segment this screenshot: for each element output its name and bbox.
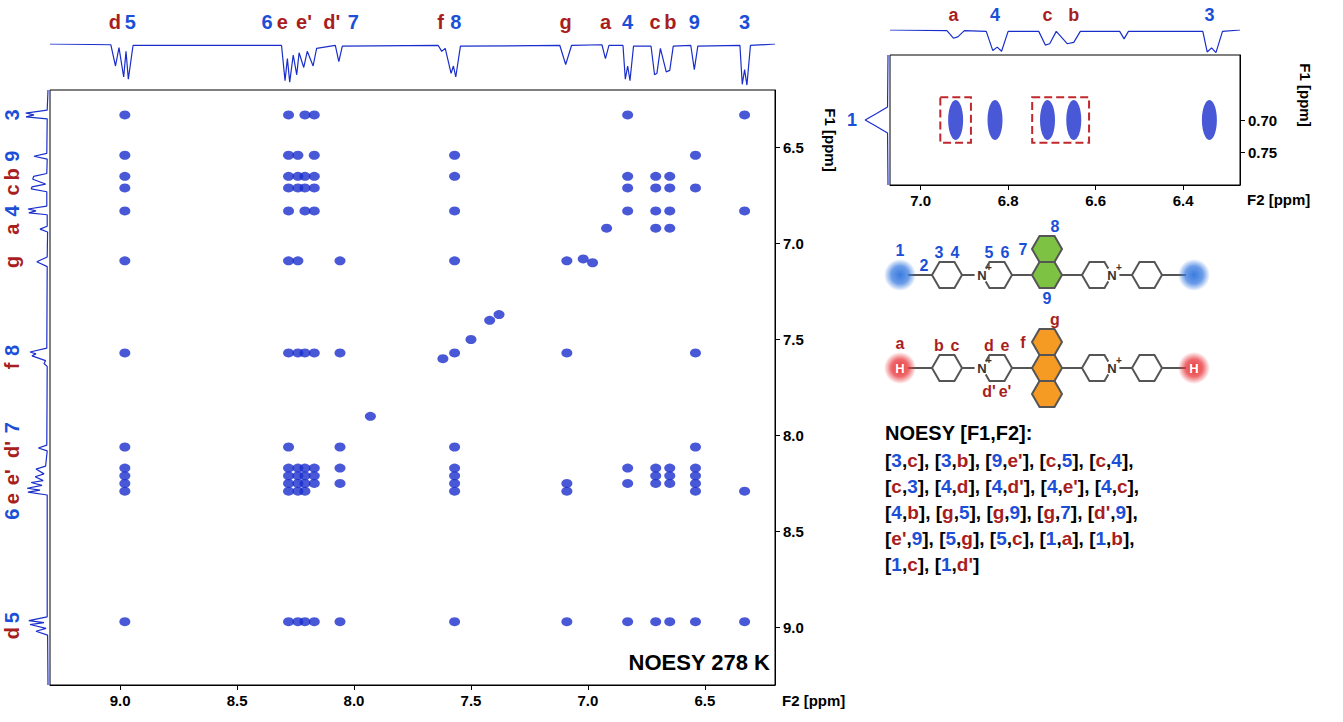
svg-text:a: a — [948, 5, 959, 25]
svg-text:9: 9 — [1043, 290, 1052, 307]
svg-text:c: c — [1042, 5, 1052, 25]
svg-text:8: 8 — [1051, 218, 1060, 235]
svg-text:8.0: 8.0 — [783, 427, 804, 444]
svg-text:7.0: 7.0 — [910, 192, 931, 209]
svg-text:4: 4 — [1, 204, 23, 216]
svg-text:g: g — [1, 256, 23, 268]
svg-text:g: g — [1050, 311, 1060, 328]
svg-text:e': e' — [296, 11, 312, 33]
svg-text:NOESY [F1,F2]:: NOESY [F1,F2]: — [885, 422, 1032, 444]
svg-text:8.5: 8.5 — [783, 523, 804, 540]
svg-text:6.6: 6.6 — [1085, 192, 1106, 209]
svg-text:d: d — [1, 627, 23, 639]
svg-text:e: e — [1001, 337, 1010, 354]
svg-text:c: c — [649, 11, 660, 33]
svg-text:1: 1 — [896, 242, 905, 259]
svg-text:e': e' — [1, 469, 23, 485]
svg-text:[4,b], [g,5], [g,9], [g,7], [d: [4,b], [g,5], [g,9], [g,7], [d',9], — [885, 502, 1138, 523]
svg-text:5: 5 — [1, 612, 23, 623]
svg-text:9.0: 9.0 — [783, 619, 804, 636]
svg-text:6.5: 6.5 — [783, 139, 804, 156]
svg-text:+: + — [1116, 355, 1122, 366]
svg-text:6.8: 6.8 — [998, 192, 1019, 209]
svg-text:[3,c], [3,b], [9,e'], [c,5], [: [3,c], [3,b], [9,e'], [c,5], [c,4], — [885, 450, 1134, 471]
svg-text:8.0: 8.0 — [344, 692, 365, 709]
svg-text:a: a — [1, 223, 23, 235]
svg-text:F2 [ppm]: F2 [ppm] — [1247, 191, 1310, 208]
svg-text:4: 4 — [622, 11, 634, 33]
svg-text:7: 7 — [1019, 241, 1028, 258]
svg-text:b: b — [934, 337, 944, 354]
svg-text:H: H — [1189, 361, 1198, 376]
svg-text:2: 2 — [920, 257, 929, 274]
svg-text:N: N — [1107, 361, 1116, 376]
svg-text:7.5: 7.5 — [461, 692, 482, 709]
svg-text:4: 4 — [990, 5, 1000, 25]
svg-text:9: 9 — [1, 151, 23, 162]
svg-text:e: e — [1, 493, 23, 504]
svg-text:f: f — [1, 362, 23, 369]
svg-text:H: H — [895, 361, 904, 376]
svg-text:[e',9], [5,g], [5,c], [1,a], [: [e',9], [5,g], [5,c], [1,a], [1,b], — [885, 528, 1135, 549]
svg-text:8: 8 — [450, 11, 461, 33]
svg-text:+: + — [986, 262, 992, 273]
svg-text:5: 5 — [985, 244, 994, 261]
svg-text:c: c — [1, 184, 23, 195]
svg-text:N: N — [977, 361, 986, 376]
svg-text:e: e — [277, 11, 288, 33]
svg-text:d': d' — [323, 11, 340, 33]
svg-text:7: 7 — [348, 11, 359, 33]
svg-text:5: 5 — [125, 11, 136, 33]
svg-text:c: c — [951, 337, 960, 354]
svg-text:F2 [ppm]: F2 [ppm] — [782, 692, 845, 709]
svg-text:g: g — [560, 11, 572, 33]
svg-text:b: b — [1068, 5, 1079, 25]
svg-text:4: 4 — [951, 244, 960, 261]
svg-text:7.0: 7.0 — [783, 235, 804, 252]
svg-text:0.75: 0.75 — [1248, 144, 1277, 161]
svg-text:9: 9 — [689, 11, 700, 33]
svg-text:b: b — [1, 168, 23, 180]
svg-text:3: 3 — [739, 11, 750, 33]
svg-text:N: N — [977, 268, 986, 283]
svg-text:+: + — [1116, 262, 1122, 273]
svg-text:8: 8 — [1, 345, 23, 356]
svg-text:3: 3 — [935, 244, 944, 261]
svg-text:7: 7 — [1, 422, 23, 433]
svg-text:d: d — [109, 11, 121, 33]
svg-text:f: f — [437, 11, 444, 33]
svg-text:f: f — [1020, 334, 1026, 351]
svg-text:3: 3 — [1204, 5, 1214, 25]
svg-text:6.5: 6.5 — [694, 692, 715, 709]
svg-text:F1 [ppm]: F1 [ppm] — [822, 108, 839, 171]
svg-text:6.4: 6.4 — [1173, 192, 1195, 209]
svg-text:a: a — [600, 11, 612, 33]
svg-text:d: d — [984, 337, 994, 354]
svg-text:F1 [ppm]: F1 [ppm] — [1297, 63, 1314, 126]
svg-text:0.70: 0.70 — [1248, 112, 1277, 129]
svg-text:6: 6 — [1, 509, 23, 520]
svg-text:e': e' — [999, 383, 1012, 400]
svg-text:1: 1 — [847, 110, 857, 130]
svg-text:3: 3 — [1, 109, 23, 120]
svg-text:a: a — [896, 335, 905, 352]
svg-text:+: + — [986, 355, 992, 366]
svg-text:[1,c], [1,d']: [1,c], [1,d'] — [885, 554, 979, 575]
svg-text:8.5: 8.5 — [227, 692, 248, 709]
svg-text:6: 6 — [261, 11, 272, 33]
svg-text:d': d' — [982, 383, 996, 400]
svg-text:7.5: 7.5 — [783, 331, 804, 348]
svg-text:[c,3], [4,d], [4,d'], [4,e'],: [c,3], [4,d], [4,d'], [4,e'], [4,c], — [885, 476, 1139, 497]
svg-text:6: 6 — [1001, 244, 1010, 261]
svg-text:d': d' — [1, 441, 23, 458]
svg-text:b: b — [664, 11, 676, 33]
svg-text:9.0: 9.0 — [110, 692, 131, 709]
svg-text:N: N — [1107, 268, 1116, 283]
svg-text:NOESY 278 K: NOESY 278 K — [629, 650, 771, 675]
svg-text:7.0: 7.0 — [577, 692, 598, 709]
